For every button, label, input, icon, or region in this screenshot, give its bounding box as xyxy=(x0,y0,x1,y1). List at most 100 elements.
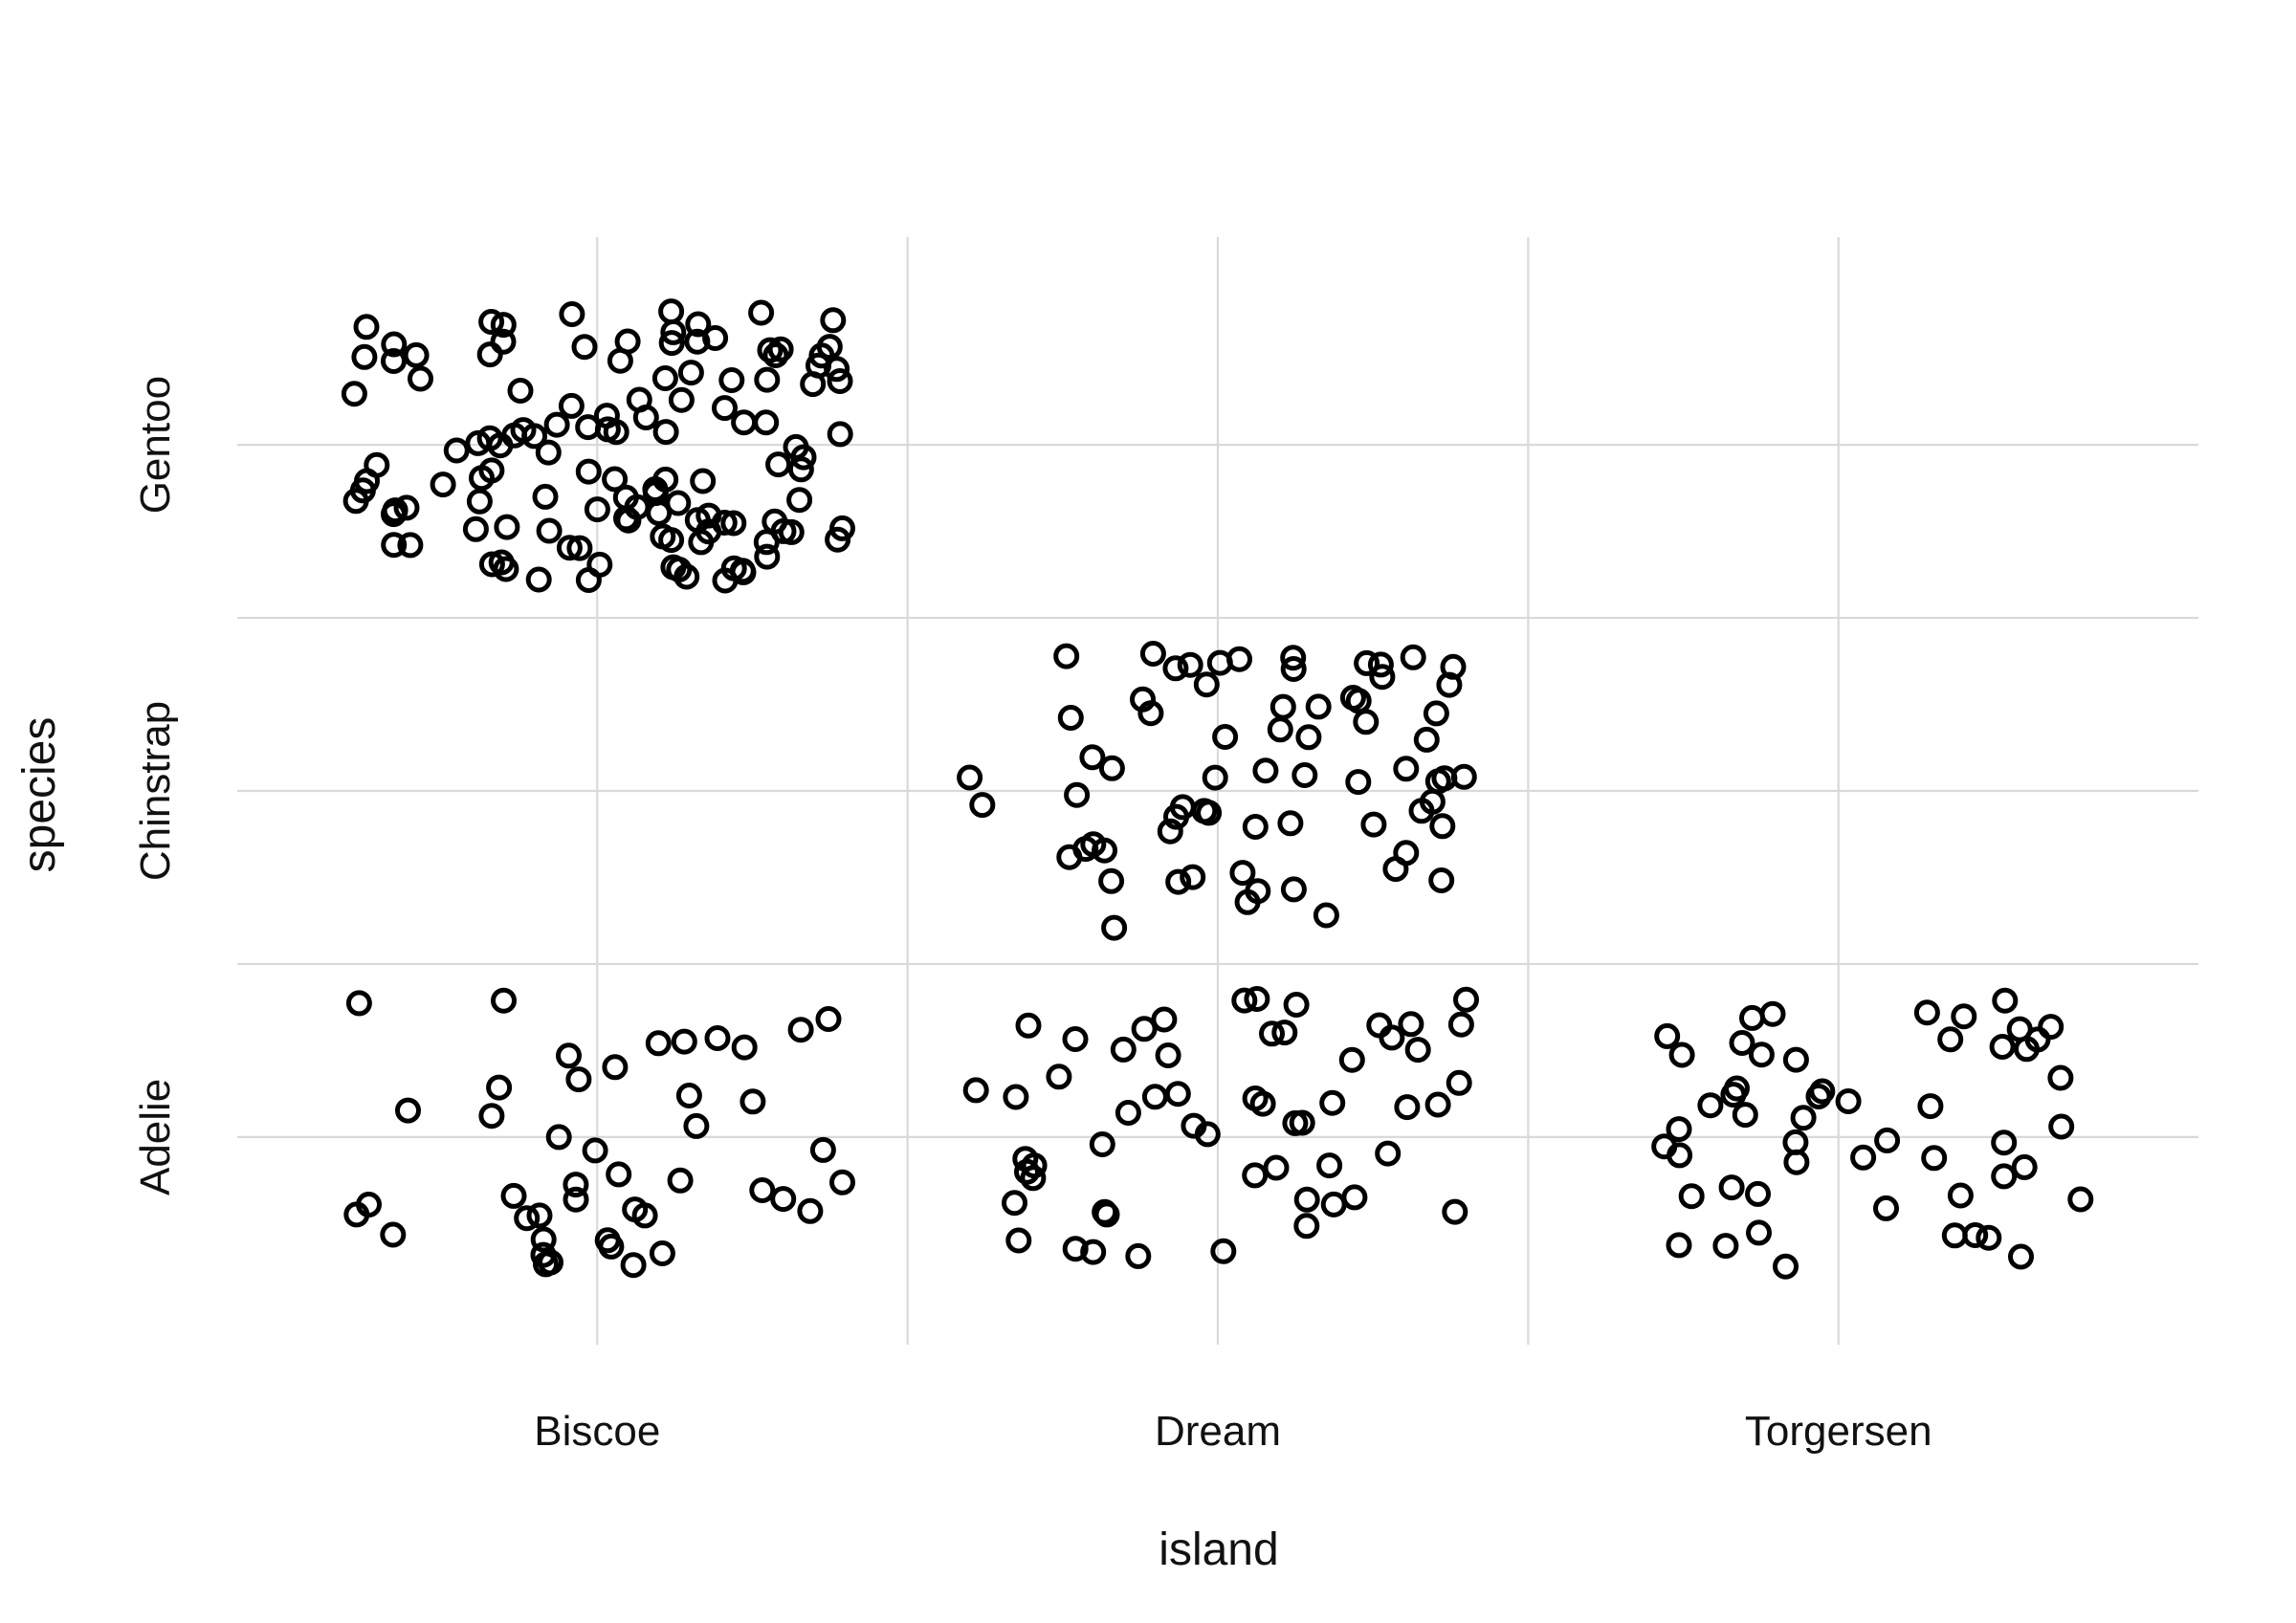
data-point xyxy=(1319,1089,1346,1116)
data-point xyxy=(1242,1162,1269,1189)
data-point xyxy=(381,532,408,559)
data-point xyxy=(1267,716,1293,743)
data-point xyxy=(584,496,610,523)
data-point xyxy=(395,1097,421,1124)
data-point xyxy=(510,417,537,444)
data-point xyxy=(593,403,620,429)
data-point xyxy=(1835,1088,1862,1114)
data-point xyxy=(651,365,678,391)
data-point xyxy=(1130,686,1156,713)
data-point xyxy=(786,487,813,514)
data-point xyxy=(808,342,835,369)
data-point xyxy=(787,1017,814,1043)
data-point xyxy=(1353,709,1380,735)
data-point xyxy=(1139,641,1166,667)
data-point xyxy=(1369,664,1396,691)
data-point xyxy=(645,1030,672,1057)
data-point xyxy=(556,535,583,561)
data-point xyxy=(1202,764,1228,791)
data-point xyxy=(1089,1131,1115,1157)
data-point xyxy=(525,566,552,593)
data-point xyxy=(1079,744,1106,771)
x-axis-title: island xyxy=(1159,1524,1278,1575)
data-point xyxy=(582,1137,608,1164)
data-point xyxy=(1400,644,1426,670)
data-point xyxy=(563,1172,589,1198)
data-point xyxy=(1666,1116,1692,1143)
data-point xyxy=(778,518,805,545)
data-point xyxy=(526,1202,553,1229)
data-point xyxy=(1436,671,1463,698)
data-point xyxy=(1305,693,1332,720)
data-points xyxy=(341,298,2094,1280)
data-point xyxy=(1354,649,1380,676)
data-point xyxy=(753,409,780,436)
data-point xyxy=(1280,645,1307,671)
data-point xyxy=(1169,794,1196,821)
data-point xyxy=(1062,1026,1089,1052)
data-point xyxy=(962,1077,989,1104)
data-point xyxy=(530,1241,557,1268)
data-point xyxy=(2038,1014,2064,1041)
data-point xyxy=(1773,1253,1799,1280)
data-point xyxy=(649,1240,675,1266)
data-point xyxy=(478,1103,505,1130)
data-point xyxy=(476,425,503,451)
data-point xyxy=(666,557,693,582)
data-point xyxy=(1244,986,1270,1012)
data-point xyxy=(532,483,559,510)
data-point xyxy=(1666,1232,1692,1259)
data-point xyxy=(704,1025,731,1051)
data-point xyxy=(1283,992,1310,1018)
data-point xyxy=(1212,724,1239,750)
data-point xyxy=(1921,1145,1948,1172)
data-point xyxy=(718,367,745,393)
data-point xyxy=(2011,1153,2038,1180)
data-point xyxy=(535,439,562,466)
data-point xyxy=(575,567,602,593)
data-point xyxy=(559,301,585,327)
data-point xyxy=(1313,902,1339,929)
data-point xyxy=(491,987,517,1014)
data-point xyxy=(1151,1006,1178,1033)
data-point xyxy=(1020,1165,1047,1192)
data-point xyxy=(1746,1219,1772,1246)
data-point xyxy=(349,477,376,504)
x-tick-label: Dream xyxy=(1155,1408,1281,1455)
data-point xyxy=(507,378,534,404)
data-point xyxy=(1408,798,1435,824)
data-point xyxy=(1231,987,1258,1014)
data-point xyxy=(690,468,717,494)
data-point xyxy=(345,990,372,1017)
data-point xyxy=(1080,1239,1107,1265)
data-point xyxy=(720,510,747,537)
data-point xyxy=(571,334,598,361)
data-point xyxy=(614,328,641,355)
data-point xyxy=(1338,1046,1365,1073)
data-point xyxy=(767,336,794,362)
data-point xyxy=(543,411,570,438)
data-point xyxy=(754,543,781,570)
data-point xyxy=(558,392,585,419)
data-point xyxy=(765,451,792,478)
data-point xyxy=(1101,914,1128,941)
data-point xyxy=(632,405,659,430)
x-tick-label: Torgersen xyxy=(1745,1408,1932,1455)
data-point xyxy=(514,1205,541,1232)
data-point xyxy=(969,792,996,819)
data-point xyxy=(1015,1012,1042,1039)
data-point xyxy=(1962,1222,1989,1248)
data-point xyxy=(602,466,629,493)
y-tick-label: Chinstrap xyxy=(132,701,179,881)
data-point xyxy=(1249,1090,1276,1117)
data-point xyxy=(1320,1191,1347,1217)
data-point xyxy=(1951,1003,1977,1030)
data-point xyxy=(380,1221,407,1248)
data-point xyxy=(462,515,489,542)
data-point xyxy=(556,1042,582,1069)
data-point xyxy=(2008,1243,2034,1270)
data-point xyxy=(1790,1105,1817,1131)
data-point xyxy=(1002,1190,1027,1217)
data-point xyxy=(530,1226,557,1253)
data-point xyxy=(740,1088,766,1115)
